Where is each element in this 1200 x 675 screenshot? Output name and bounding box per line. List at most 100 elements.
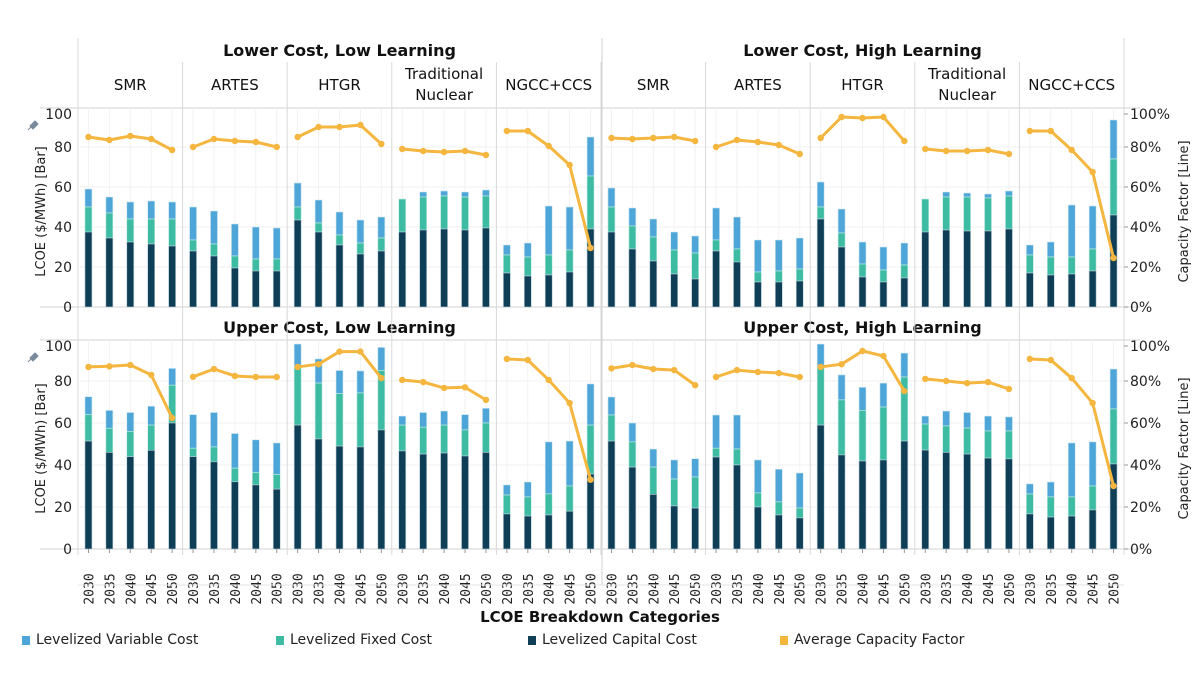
y2-tick-label: 100%: [1130, 339, 1170, 355]
y-tick-label: 40: [54, 458, 72, 474]
x-tick-label: 2040: [1066, 573, 1081, 604]
x-tick-label: 2050: [1003, 573, 1018, 604]
legend-item-variable-cost[interactable]: Levelized Variable Cost: [22, 632, 198, 648]
bar-variable-cost: [607, 187, 616, 208]
bar-variable-cost: [565, 206, 574, 251]
bar-capital-cost: [1088, 509, 1097, 550]
capacity-factor-point: [775, 141, 783, 149]
capacity-factor-point: [127, 132, 134, 140]
capacity-factor-point: [482, 396, 490, 404]
legend-label-fixed: Levelized Fixed Cost: [290, 632, 432, 648]
legend-item-capital-cost[interactable]: Levelized Capital Cost: [528, 632, 697, 648]
bar-fixed-cost: [816, 366, 825, 426]
x-tick-label: 2050: [1108, 573, 1123, 604]
bar-fixed-cost: [795, 507, 804, 519]
capacity-factor-point: [1047, 356, 1054, 364]
bar-capital-cost: [607, 440, 616, 550]
bar-fixed-cost: [293, 206, 302, 221]
x-tick-label: 2040: [334, 573, 349, 604]
bar-variable-cost: [586, 136, 595, 177]
bar-variable-cost: [314, 199, 323, 224]
bar-fixed-cost: [837, 232, 846, 248]
capacity-factor-point: [461, 147, 469, 155]
legend-swatch-capital: [528, 635, 536, 645]
bar-capital-cost: [942, 229, 950, 308]
bar-fixed-cost: [356, 242, 365, 255]
bar-capital-cost: [963, 453, 971, 550]
bar-variable-cost: [544, 205, 553, 256]
bar-fixed-cost: [314, 222, 323, 233]
capacity-factor-point: [901, 387, 908, 395]
bar-fixed-cost: [1109, 158, 1118, 216]
bar-capital-cost: [775, 514, 783, 550]
panel-ngcc-ccs: 2030 2035 2040 2045 2050: [1018, 312, 1123, 605]
capacity-factor-point: [754, 368, 762, 376]
capacity-factor-point: [691, 382, 699, 389]
capacity-factor-point: [1089, 399, 1096, 407]
bar-variable-cost: [942, 410, 950, 427]
bar-fixed-cost: [942, 425, 950, 453]
x-tick-label: 2045: [668, 573, 683, 604]
x-tick-label: 2035: [731, 573, 746, 604]
legend-item-fixed-cost[interactable]: Levelized Fixed Cost: [276, 632, 432, 648]
bar-fixed-cost: [733, 448, 741, 466]
bar-fixed-cost: [293, 366, 302, 426]
bar-variable-cost: [607, 396, 616, 416]
bar-fixed-cost: [1026, 254, 1034, 274]
bar-fixed-cost: [649, 466, 658, 495]
bar-variable-cost: [482, 189, 490, 197]
bar-capital-cost: [795, 280, 804, 308]
bar-capital-cost: [105, 237, 114, 308]
bar-fixed-cost: [1109, 408, 1118, 465]
x-tick-label: 2035: [626, 573, 641, 604]
x-tick-label: 2035: [522, 573, 537, 604]
y2-tick-label: 40%: [1130, 220, 1161, 236]
capacity-factor-point: [671, 133, 678, 141]
panel-artes: ARTES: [705, 62, 804, 313]
panel-ngcc-ccs: NGCC+CCS: [495, 62, 595, 313]
bar-variable-cost: [482, 407, 490, 424]
bar-fixed-cost: [586, 175, 595, 230]
capacity-factor-point: [1005, 385, 1013, 393]
legend: LCOE Breakdown Categories Levelized Vari…: [0, 606, 1200, 656]
x-tick-label: 2045: [459, 573, 474, 604]
bar-fixed-cost: [1067, 256, 1076, 275]
bar-variable-cost: [252, 226, 260, 260]
bar-variable-cost: [231, 433, 239, 469]
capacity-factor-point: [1047, 127, 1054, 135]
capacity-factor-point: [294, 133, 301, 141]
bar-capital-cost: [649, 260, 658, 308]
capacity-factor-point: [1005, 150, 1013, 158]
y2-tick-label: 60%: [1130, 416, 1161, 432]
bar-fixed-cost: [147, 218, 156, 245]
capacity-factor-point: [691, 137, 699, 145]
capacity-factor-point: [880, 352, 887, 360]
legend-item-capacity-factor[interactable]: Average Capacity Factor: [780, 632, 964, 648]
x-tick-label: 2035: [417, 573, 432, 604]
capacity-factor-point: [419, 378, 427, 386]
bar-fixed-cost: [1005, 430, 1013, 460]
bar-fixed-cost: [837, 399, 846, 456]
bar-fixed-cost: [210, 446, 218, 463]
x-tick-label: 2050: [898, 573, 913, 604]
bar-variable-cost: [503, 244, 511, 256]
scenario-title: Lower Cost, Low Learning: [223, 41, 456, 60]
y-tick-label: 60: [54, 180, 72, 196]
bar-fixed-cost: [775, 501, 783, 516]
x-tick-label: 2030: [815, 573, 830, 604]
bar-fixed-cost: [335, 234, 344, 246]
bar-fixed-cost: [670, 249, 679, 275]
bar-variable-cost: [293, 343, 302, 368]
bar-variable-cost: [1088, 205, 1097, 250]
capacity-factor-point: [587, 244, 594, 252]
x-tick-label: 2050: [480, 573, 495, 604]
bar-fixed-cost: [168, 218, 176, 247]
bar-capital-cost: [293, 424, 302, 550]
bar-fixed-cost: [398, 198, 407, 233]
bar-variable-cost: [1109, 119, 1118, 160]
y-axis-title: LCOE ($/MWh) [Bar]: [34, 146, 49, 277]
capacity-factor-point: [566, 161, 573, 169]
x-tick-label: 2030: [292, 573, 307, 604]
x-tick-label: 2040: [647, 573, 662, 604]
bar-capital-cost: [126, 456, 135, 550]
